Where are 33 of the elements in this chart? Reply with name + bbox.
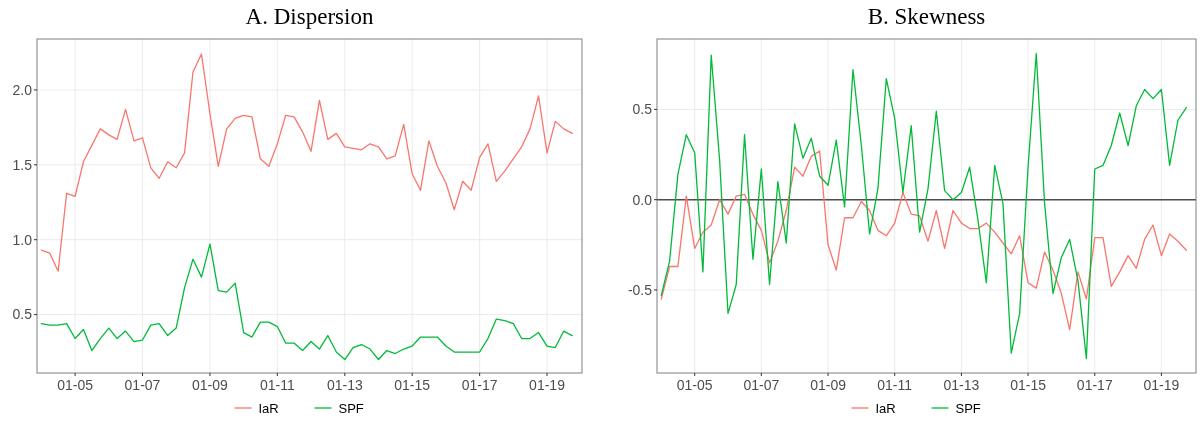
y-tick-label: 0.0 (632, 191, 653, 208)
legend-label: SPF (338, 400, 364, 416)
y-tick-label: 2.0 (12, 81, 33, 98)
legend-label: IaR (875, 400, 896, 416)
line-series (660, 150, 1187, 331)
x-tick-label: 01-11 (259, 377, 295, 393)
x-tick-label: 01-15 (394, 377, 431, 393)
line-series (40, 243, 573, 361)
line-series (40, 53, 573, 272)
x-tick-label: 01-05 (676, 377, 713, 393)
x-tick-label: 01-11 (877, 377, 913, 393)
y-tick-label: 0.5 (12, 306, 33, 323)
y-tick-label: 1.0 (12, 231, 33, 248)
legend-label: IaR (258, 400, 279, 416)
chart-title: B. Skewness (867, 4, 986, 29)
legend-label: SPF (955, 400, 981, 416)
x-tick-label: 01-17 (1076, 377, 1113, 393)
x-tick-label: 01-17 (461, 377, 498, 393)
x-tick-label: 01-09 (810, 377, 847, 393)
x-tick-label: 01-07 (743, 377, 780, 393)
x-tick-label: 01-07 (124, 377, 161, 393)
y-tick-label: 1.5 (12, 156, 33, 173)
line-series (660, 52, 1187, 360)
x-tick-label: 01-13 (326, 377, 363, 393)
x-tick-label: 01-13 (943, 377, 980, 393)
x-tick-label: 01-09 (192, 377, 229, 393)
chart-title: A. Dispersion (245, 4, 374, 29)
y-tick-label: -0.5 (627, 281, 653, 298)
x-tick-label: 01-19 (529, 377, 566, 393)
x-tick-label: 01-15 (1010, 377, 1047, 393)
y-tick-label: 0.5 (632, 101, 653, 118)
x-tick-label: 01-19 (1143, 377, 1180, 393)
x-tick-label: 01-05 (57, 377, 94, 393)
